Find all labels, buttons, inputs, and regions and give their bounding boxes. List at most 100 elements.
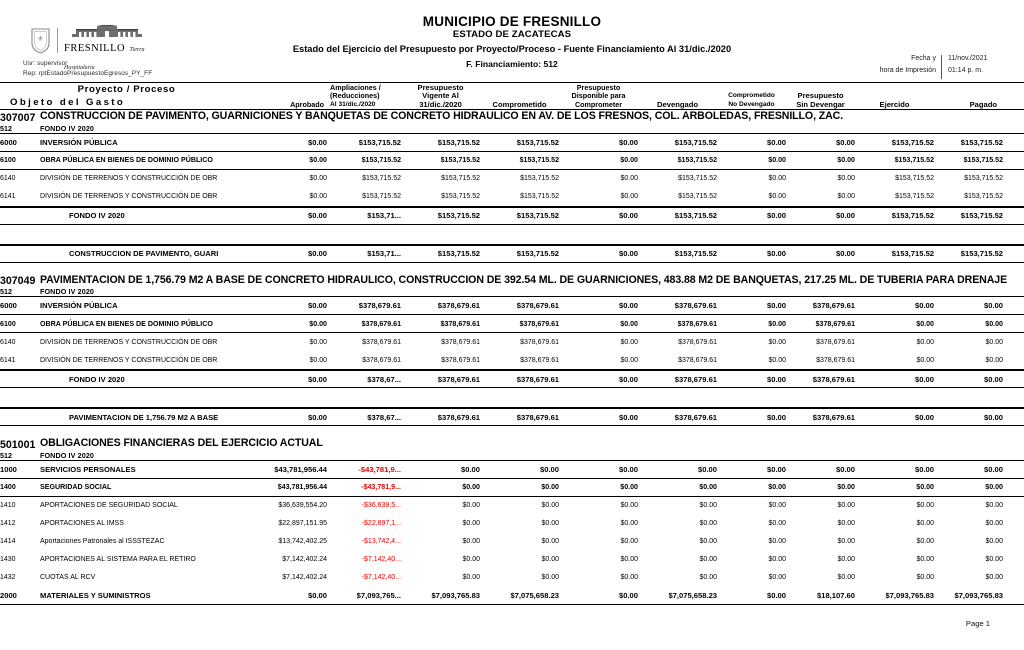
- row-description: DIVISIÓN DE TERRENOS Y CONSTRUCCIÓN DE O…: [40, 338, 218, 346]
- cell-value: $0.00: [984, 301, 1004, 310]
- cell-value: $13,742,402.25: [278, 538, 328, 545]
- cell-value: $0.00: [836, 137, 856, 147]
- fund-total-label: FONDO IV 2020: [40, 369, 254, 388]
- project-title-row: 307049 PAVIMENTACION DE 1,756.79 M2 A BAS…: [0, 274, 1024, 288]
- row-code: 1414: [0, 538, 16, 545]
- row-description: APORTACIONES AL SISTEMA PARA EL RETIRO: [40, 556, 196, 563]
- cell-value: $0.00: [699, 520, 718, 527]
- cell-value: $0.00: [620, 156, 639, 164]
- project-total-code: [0, 243, 40, 262]
- header-disponible-l1: Presupuesto: [576, 83, 621, 92]
- cell-value: $153,715.52: [361, 156, 402, 164]
- row-code: 6141: [0, 193, 16, 200]
- cell-value: $153,71...: [327, 205, 402, 224]
- rule-cell: [0, 477, 1024, 479]
- cell-value: $0.00: [309, 356, 328, 364]
- cell-value: $0.00: [1003, 170, 1024, 188]
- header-sin-devengar-l2: Sin Devengar: [796, 99, 845, 109]
- row-code: 1430: [0, 556, 16, 563]
- project-code: 501001: [0, 438, 36, 451]
- data-row-level1: 2000 MATERIALES Y SUMINISTROS $0.00 $7,093,…: [0, 587, 1024, 605]
- cell-value: $378,679.61: [516, 301, 560, 310]
- cell-value: $153,715.52: [401, 205, 481, 224]
- cell-value: $0.00: [767, 301, 787, 310]
- project-total-label: PAVIMENTACION DE 1,756.79 M2 A BASE: [40, 407, 254, 426]
- coat-of-arms-shield-icon: ⚜: [30, 27, 51, 54]
- cell-value: $18,107.60: [817, 590, 856, 600]
- row-description: DIVISIÓN DE TERRENOS Y CONSTRUCCIÓN DE O…: [40, 193, 218, 200]
- cell-value: -$18,107.60: [1003, 587, 1024, 605]
- cell-value: $378,679.61: [638, 407, 718, 426]
- cell-value: $0.00: [462, 574, 481, 581]
- cell-value: $0.00: [837, 520, 856, 527]
- header-ampliaciones-l3: Al 31/dic./2020: [330, 100, 376, 108]
- project-total-underline: [0, 425, 1024, 426]
- header-disponible-l2: Disponible para: [571, 91, 626, 101]
- cell-value: $153,715.52: [963, 156, 1004, 164]
- cell-value: $0.00: [462, 520, 481, 527]
- cell-value: $43,781,956.44: [277, 483, 328, 491]
- report-header: ⚜: [0, 0, 1024, 82]
- cell-value: -$7,142,40...: [361, 556, 402, 563]
- cell-value: $378,679.61: [401, 407, 481, 426]
- row-code: 1000: [0, 464, 17, 474]
- cell-value: $0.00: [620, 193, 639, 200]
- cell-value: $378,679.61: [362, 338, 402, 346]
- row-underline: [0, 495, 1024, 497]
- header-rule: [0, 82, 1024, 83]
- cell-value: $378,679.61: [1003, 333, 1024, 351]
- cell-value: $153,715.52: [855, 205, 935, 224]
- cell-value: $0.00: [699, 556, 718, 563]
- cell-value: $378,679.61: [1003, 351, 1024, 370]
- cell-value: $378,679.61: [358, 301, 402, 310]
- page-subtitle-state: ESTADO DE ZACATECAS: [452, 29, 572, 40]
- cell-value: $0.00: [1003, 515, 1024, 533]
- cell-value: $153,715.52: [480, 205, 560, 224]
- cell-value: $0.00: [309, 156, 328, 164]
- cell-value: $0.00: [253, 205, 328, 224]
- header-pagado: Pagado: [969, 99, 998, 109]
- print-time-row: hora de Impresión 01:14 p. m.: [866, 67, 1024, 79]
- cell-value: $0.00: [916, 356, 935, 364]
- cell-value: $7,075,658.23: [668, 590, 718, 600]
- project-name: PAVIMENTACION DE 1,756.79 M2 A BASE DE C…: [40, 274, 1024, 288]
- cell-value: $0.00: [984, 464, 1004, 474]
- cell-value: $0.00: [620, 502, 639, 509]
- cell-value: -$43,781,9...: [358, 464, 402, 474]
- cell-value: $0.00: [768, 538, 787, 545]
- cell-value: $0.00: [253, 243, 328, 262]
- cell-value: $0.00: [620, 175, 639, 182]
- row-code: 1412: [0, 520, 16, 527]
- cell-value: $153,715.52: [362, 193, 402, 200]
- cell-value: $0.00: [916, 502, 935, 509]
- cell-value: $0.00: [768, 338, 787, 346]
- cell-value: $0.00: [1003, 152, 1024, 170]
- fund-total-label: FONDO IV 2020: [40, 205, 254, 224]
- page-subtitle-report: Estado del Ejercicio del Presupuesto por…: [292, 44, 732, 54]
- cell-value: $153,715.52: [520, 175, 560, 182]
- cell-value: $153,715.52: [677, 156, 718, 164]
- cell-value: -$13,742,4...: [361, 538, 402, 545]
- cell-value: $0.00: [1003, 479, 1024, 497]
- spacer-cell: [0, 426, 1024, 437]
- wordmark-text: FRESNILLO: [64, 43, 126, 54]
- row-description: INVERSIÓN PÚBLICA: [40, 301, 118, 310]
- fresnillo-wordmark: FRESNILLO Tierra Hospitalaria: [64, 25, 150, 71]
- cell-value: $0.00: [837, 175, 856, 182]
- cell-value: $0.00: [934, 369, 1004, 388]
- cell-value: $0.00: [619, 301, 639, 310]
- project-total-code: [0, 407, 40, 426]
- project-total-underline: [0, 261, 1024, 263]
- rule-cell: [0, 332, 1024, 333]
- cell-value: $0.00: [985, 520, 1004, 527]
- print-date-box: Fecha y 11/nov./2021 hora de Impresión 0…: [866, 55, 1024, 79]
- header-sin-devengar-l1: Presupuesto: [797, 91, 844, 101]
- print-date-label: Fecha y: [911, 55, 936, 62]
- header-ampliaciones-l2: (Reducciones): [330, 91, 380, 101]
- cell-value: $0.00: [541, 574, 560, 581]
- cell-value: $0.00: [699, 483, 718, 491]
- row-description: INVERSIÓN PÚBLICA: [40, 137, 118, 147]
- project-code: 307049: [0, 275, 36, 287]
- cell-value: $378,679.61: [1003, 407, 1024, 426]
- cell-value: $0.00: [985, 538, 1004, 545]
